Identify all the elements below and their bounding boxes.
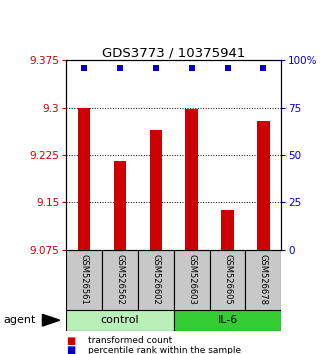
Text: ■: ■ xyxy=(66,336,75,346)
Bar xyxy=(138,250,174,310)
Point xyxy=(81,65,87,71)
Text: GSM526562: GSM526562 xyxy=(116,254,124,305)
Title: GDS3773 / 10375941: GDS3773 / 10375941 xyxy=(102,46,246,59)
Text: IL-6: IL-6 xyxy=(217,315,238,325)
Bar xyxy=(66,310,174,331)
Point xyxy=(189,65,194,71)
Bar xyxy=(185,109,198,250)
Text: percentile rank within the sample: percentile rank within the sample xyxy=(88,346,241,354)
Point xyxy=(261,65,266,71)
Text: GSM526603: GSM526603 xyxy=(187,254,196,305)
Bar xyxy=(174,310,281,331)
Text: ■: ■ xyxy=(66,346,75,354)
Text: control: control xyxy=(101,315,139,325)
Bar xyxy=(114,161,126,250)
Point xyxy=(225,65,230,71)
Bar xyxy=(257,121,270,250)
Point xyxy=(153,65,159,71)
Bar xyxy=(66,250,102,310)
Text: GSM526678: GSM526678 xyxy=(259,254,268,305)
Bar xyxy=(78,108,90,250)
Text: GSM526602: GSM526602 xyxy=(151,254,160,305)
Bar xyxy=(210,250,246,310)
Text: GSM526561: GSM526561 xyxy=(80,254,89,305)
Text: GSM526605: GSM526605 xyxy=(223,254,232,305)
Point xyxy=(117,65,122,71)
Bar xyxy=(174,250,210,310)
Bar xyxy=(102,250,138,310)
Bar xyxy=(150,130,162,250)
Bar xyxy=(221,210,234,250)
Polygon shape xyxy=(42,314,60,326)
Bar xyxy=(246,250,281,310)
Text: transformed count: transformed count xyxy=(88,336,172,345)
Text: agent: agent xyxy=(3,315,36,325)
